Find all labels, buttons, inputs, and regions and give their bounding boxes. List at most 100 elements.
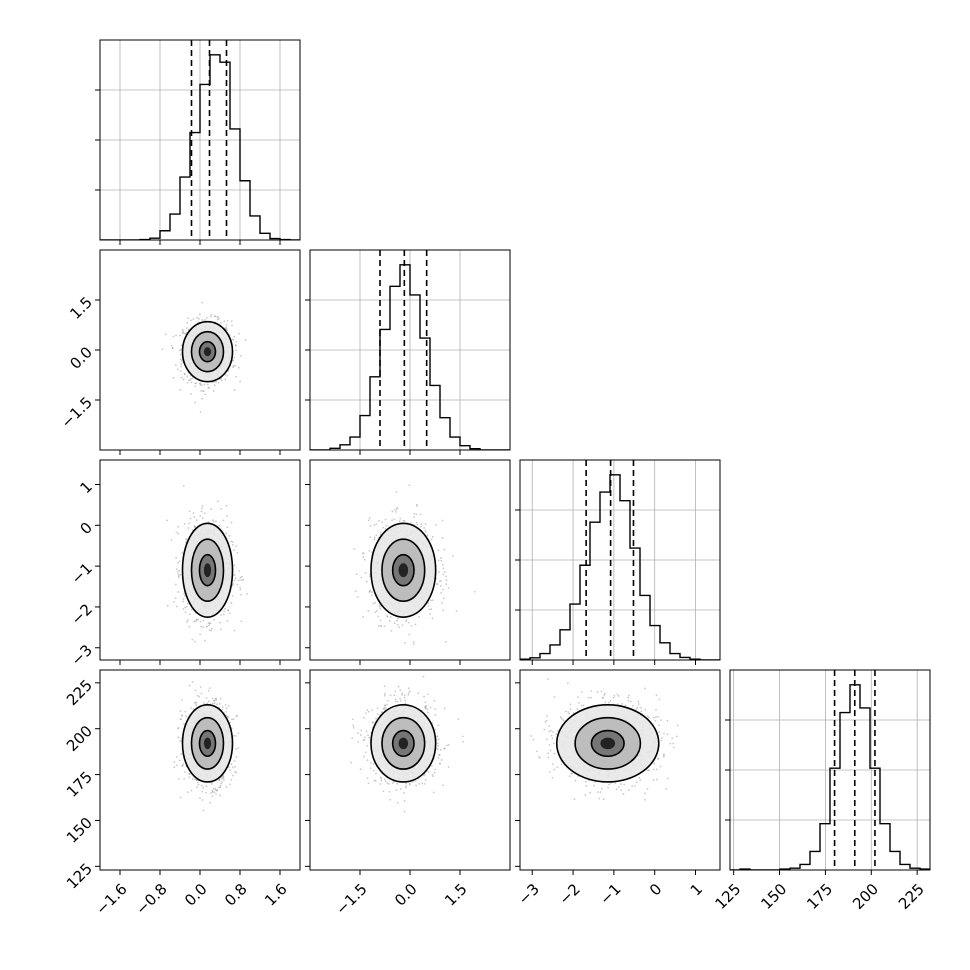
scatter-point (188, 772, 191, 775)
scatter-point (190, 707, 192, 709)
scatter-point (218, 621, 221, 624)
contour-level-2 (181, 320, 234, 383)
scatter-point (413, 641, 415, 643)
scatter-point (218, 779, 221, 782)
scatter-point (430, 608, 433, 611)
contour-level-2 (370, 522, 437, 618)
scatter-point (362, 556, 365, 558)
scatter-point (222, 519, 225, 522)
scatter-point (242, 578, 245, 581)
scatter-point (438, 580, 441, 582)
scatter-point (211, 795, 214, 798)
scatter-point (175, 568, 178, 571)
scatter-point (427, 770, 430, 773)
scatter-point (363, 558, 366, 561)
scatter-point (416, 523, 419, 526)
scatter-point (372, 602, 375, 605)
scatter-point (226, 374, 229, 377)
scatter-point (209, 801, 211, 804)
scatter-point (207, 521, 210, 523)
scatter-point (376, 707, 379, 710)
scatter-point (182, 608, 185, 610)
scatter-point (442, 609, 445, 612)
scatter-point (181, 715, 184, 717)
scatter-point (181, 765, 184, 767)
scatter-point (420, 525, 422, 528)
scatter-point (383, 707, 386, 709)
scatter-point (231, 324, 233, 327)
scatter-point (377, 625, 380, 627)
scatter-point (417, 615, 420, 618)
scatter-point (240, 593, 242, 596)
scatter-point (191, 377, 194, 379)
scatter-point (193, 525, 196, 527)
scatter-point (423, 527, 426, 529)
scatter-point (219, 784, 222, 787)
scatter-point (379, 625, 382, 628)
scatter-point (366, 759, 369, 762)
scatter-point (166, 519, 168, 522)
scatter-point (368, 516, 371, 519)
scatter-point (179, 710, 182, 713)
scatter-point (179, 370, 182, 372)
scatter-point (224, 326, 227, 329)
scatter-point (208, 629, 211, 631)
scatter-point (235, 545, 238, 548)
scatter-point (186, 327, 188, 329)
scatter-point (206, 625, 209, 628)
scatter-point (196, 694, 199, 697)
scatter-point (404, 702, 407, 705)
scatter-point (390, 629, 393, 632)
y-tick-label: 125 (63, 860, 96, 893)
scatter-point (219, 628, 222, 631)
scatter-point (405, 620, 407, 623)
scatter-point (433, 699, 436, 702)
scatter-point (397, 617, 399, 620)
scatter-point (238, 579, 240, 581)
scatter-point (216, 789, 219, 791)
scatter-point (198, 695, 200, 698)
scatter-point (440, 592, 442, 594)
scatter-point (197, 783, 200, 786)
scatter-point (184, 606, 187, 609)
scatter-point (195, 618, 198, 621)
scatter-point (368, 590, 371, 593)
scatter-point (230, 763, 233, 766)
scatter-point (233, 629, 236, 632)
scatter-point (236, 714, 239, 717)
scatter-point (176, 571, 179, 573)
scatter-point (432, 791, 435, 794)
scatter-point (212, 390, 215, 392)
scatter-point (436, 735, 439, 738)
scatter-point (221, 775, 224, 778)
scatter-point (220, 777, 223, 780)
scatter-point (214, 315, 217, 318)
scatter-point (373, 524, 376, 526)
scatter-point (225, 710, 227, 713)
scatter-point (393, 694, 396, 697)
scatter-point (437, 570, 440, 573)
scatter-point (377, 615, 380, 618)
scatter-point (403, 520, 406, 522)
scatter-point (407, 692, 410, 694)
scatter-point (373, 536, 376, 539)
scatter-point (186, 375, 189, 378)
scatter-point (182, 600, 185, 603)
scatter-point (210, 314, 213, 316)
scatter-point (386, 615, 389, 618)
scatter-point (179, 796, 182, 799)
scatter-point (187, 527, 190, 529)
scatter-point (403, 642, 406, 644)
scatter-point (222, 777, 225, 780)
scatter-point (194, 620, 197, 623)
scatter-point (180, 718, 183, 720)
scatter-point (378, 604, 381, 607)
scatter-point (229, 769, 232, 772)
scatter-point (183, 723, 185, 725)
panel-3-1: −1.5 0.0 1.5 (305, 669, 511, 919)
scatter-point (359, 734, 362, 736)
scatter-point (369, 589, 372, 592)
scatter-point (389, 798, 392, 801)
contour-level-2 (181, 522, 234, 618)
